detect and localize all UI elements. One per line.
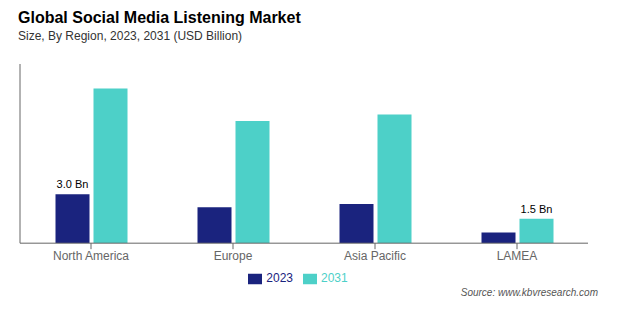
html-text:2023: 2023: [266, 271, 293, 286]
html-text:Global Social Media Listening: Global Social Media Listening Market: [18, 9, 301, 26]
svg-text:1.5 Bn: 1.5 Bn: [521, 203, 553, 215]
html-text:2031: 2031: [321, 271, 348, 286]
html-text:Size, By Region, 2023, 2031 (U: Size, By Region, 2023, 2031 (USD Billion…: [18, 29, 243, 43]
svg-text:Europe: Europe: [214, 249, 253, 263]
svg-text:LAMEA: LAMEA: [497, 249, 538, 263]
html-text:Source: www.kbvresearch.com: Source: www.kbvresearch.com: [460, 287, 598, 298]
svg-text:Asia Pacific: Asia Pacific: [344, 249, 406, 263]
svg-text:3.0 Bn: 3.0 Bn: [57, 178, 89, 190]
svg-text:North America: North America: [53, 249, 129, 263]
